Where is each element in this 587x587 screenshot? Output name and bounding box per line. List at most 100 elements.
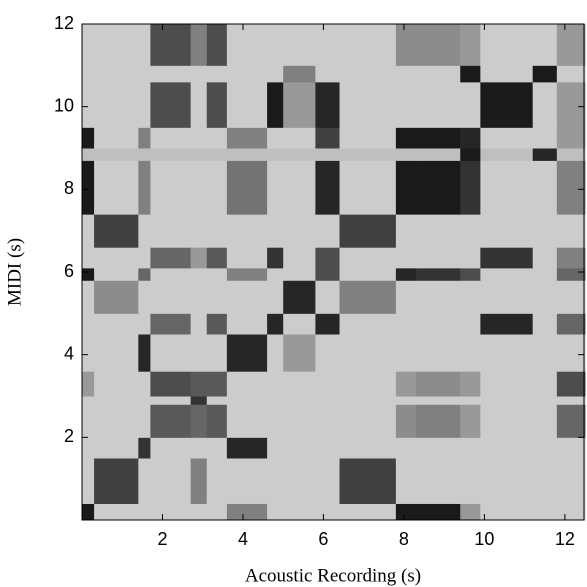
- heatmap-cell: [283, 280, 316, 314]
- heatmap-cell: [226, 458, 268, 504]
- heatmap-cell: [395, 404, 417, 438]
- heatmap-cell: [150, 148, 192, 161]
- heatmap-cell: [460, 371, 481, 397]
- heatmap-cell: [94, 81, 139, 128]
- heatmap-cell: [94, 247, 139, 269]
- heatmap-cell: [480, 160, 534, 215]
- heatmap-cell: [206, 81, 228, 128]
- heatmap-cell: [532, 458, 558, 504]
- heatmap-cell: [460, 81, 481, 128]
- heatmap-cell: [415, 503, 461, 521]
- y-tick-label: 12: [54, 13, 74, 33]
- heatmap-cell: [532, 148, 558, 161]
- heatmap-cell: [415, 81, 461, 128]
- heatmap-cell: [226, 371, 268, 397]
- heatmap-cell: [226, 334, 268, 372]
- heatmap-cell: [206, 396, 228, 405]
- heatmap-cell: [532, 503, 558, 521]
- heatmap-cell: [226, 280, 268, 314]
- heatmap-cell: [532, 371, 558, 397]
- heatmap-cell: [267, 313, 284, 335]
- axes: 2 4 6 8 10 12 2 4 6 8 10 12: [54, 13, 585, 549]
- heatmap-cell: [480, 371, 534, 397]
- heatmap-cell: [315, 280, 341, 314]
- heatmap-cell: [315, 334, 341, 372]
- heatmap-cell: [150, 437, 192, 459]
- heatmap-cell: [415, 160, 461, 215]
- heatmap-cell: [150, 214, 192, 248]
- heatmap-cell: [226, 148, 268, 161]
- heatmap-cell: [94, 334, 139, 372]
- heatmap-cell: [480, 404, 534, 438]
- heatmap-cell: [82, 280, 95, 314]
- heatmap-cell: [267, 267, 284, 281]
- heatmap-cell: [460, 404, 481, 438]
- heatmap-cell: [226, 247, 268, 269]
- heatmap-cell: [339, 247, 397, 269]
- heatmap-cell: [556, 396, 586, 405]
- heatmap-cell: [190, 214, 208, 248]
- heatmap-cell: [339, 404, 397, 438]
- heatmap-cell: [226, 65, 268, 83]
- heatmap-cell: [190, 148, 208, 161]
- heatmap-cell: [150, 160, 192, 215]
- heatmap-cell: [395, 437, 417, 459]
- y-tick-label: 6: [64, 261, 74, 281]
- heatmap-cell: [206, 371, 228, 397]
- y-tick-label: 4: [64, 343, 74, 363]
- heatmap-cell: [206, 334, 228, 372]
- heatmap-cell: [339, 148, 397, 161]
- heatmap-cell: [395, 267, 417, 281]
- heatmap-cell: [315, 404, 341, 438]
- heatmap-cell: [460, 503, 481, 521]
- heatmap-cell: [267, 334, 284, 372]
- heatmap-cell: [460, 148, 481, 161]
- heatmap-cell: [395, 280, 417, 314]
- heatmap-cell: [480, 127, 534, 149]
- heatmap-cell: [339, 160, 397, 215]
- heatmap-cell: [339, 396, 397, 405]
- heatmap-cell: [460, 437, 481, 459]
- x-tick-label: 2: [157, 529, 167, 549]
- heatmap-cell: [94, 24, 139, 66]
- heatmap-cells: [82, 24, 586, 521]
- heatmap-cell: [415, 437, 461, 459]
- heatmap-cell: [480, 503, 534, 521]
- heatmap-cell: [82, 267, 95, 281]
- heatmap-cell: [556, 160, 586, 215]
- heatmap-cell: [556, 24, 586, 66]
- heatmap-cell: [226, 214, 268, 248]
- heatmap-cell: [315, 148, 341, 161]
- heatmap-cell: [150, 267, 192, 281]
- heatmap-cell: [283, 214, 316, 248]
- heatmap-cell: [82, 127, 95, 149]
- y-tick-label: 10: [54, 95, 74, 115]
- heatmap-cell: [339, 313, 397, 335]
- heatmap-cell: [415, 313, 461, 335]
- heatmap-cell: [226, 267, 268, 281]
- heatmap-cell: [283, 24, 316, 66]
- heatmap-cell: [206, 160, 228, 215]
- heatmap-cell: [206, 148, 228, 161]
- heatmap-cell: [315, 371, 341, 397]
- heatmap-cell: [138, 280, 151, 314]
- heatmap-cell: [206, 247, 228, 269]
- heatmap-cell: [460, 247, 481, 269]
- heatmap-cell: [267, 214, 284, 248]
- heatmap-cell: [138, 404, 151, 438]
- heatmap-cell: [532, 24, 558, 66]
- heatmap-cell: [556, 404, 586, 438]
- heatmap-cell: [460, 458, 481, 504]
- heatmap-cell: [267, 503, 284, 521]
- heatmap-cell: [82, 371, 95, 397]
- heatmap-cell: [283, 503, 316, 521]
- heatmap-cell: [82, 81, 95, 128]
- heatmap-cell: [315, 24, 341, 66]
- heatmap-cell: [82, 404, 95, 438]
- heatmap-cell: [395, 127, 417, 149]
- heatmap-cell: [150, 24, 192, 66]
- heatmap-cell: [206, 65, 228, 83]
- heatmap-cell: [190, 247, 208, 269]
- heatmap-cell: [82, 313, 95, 335]
- heatmap-cell: [460, 127, 481, 149]
